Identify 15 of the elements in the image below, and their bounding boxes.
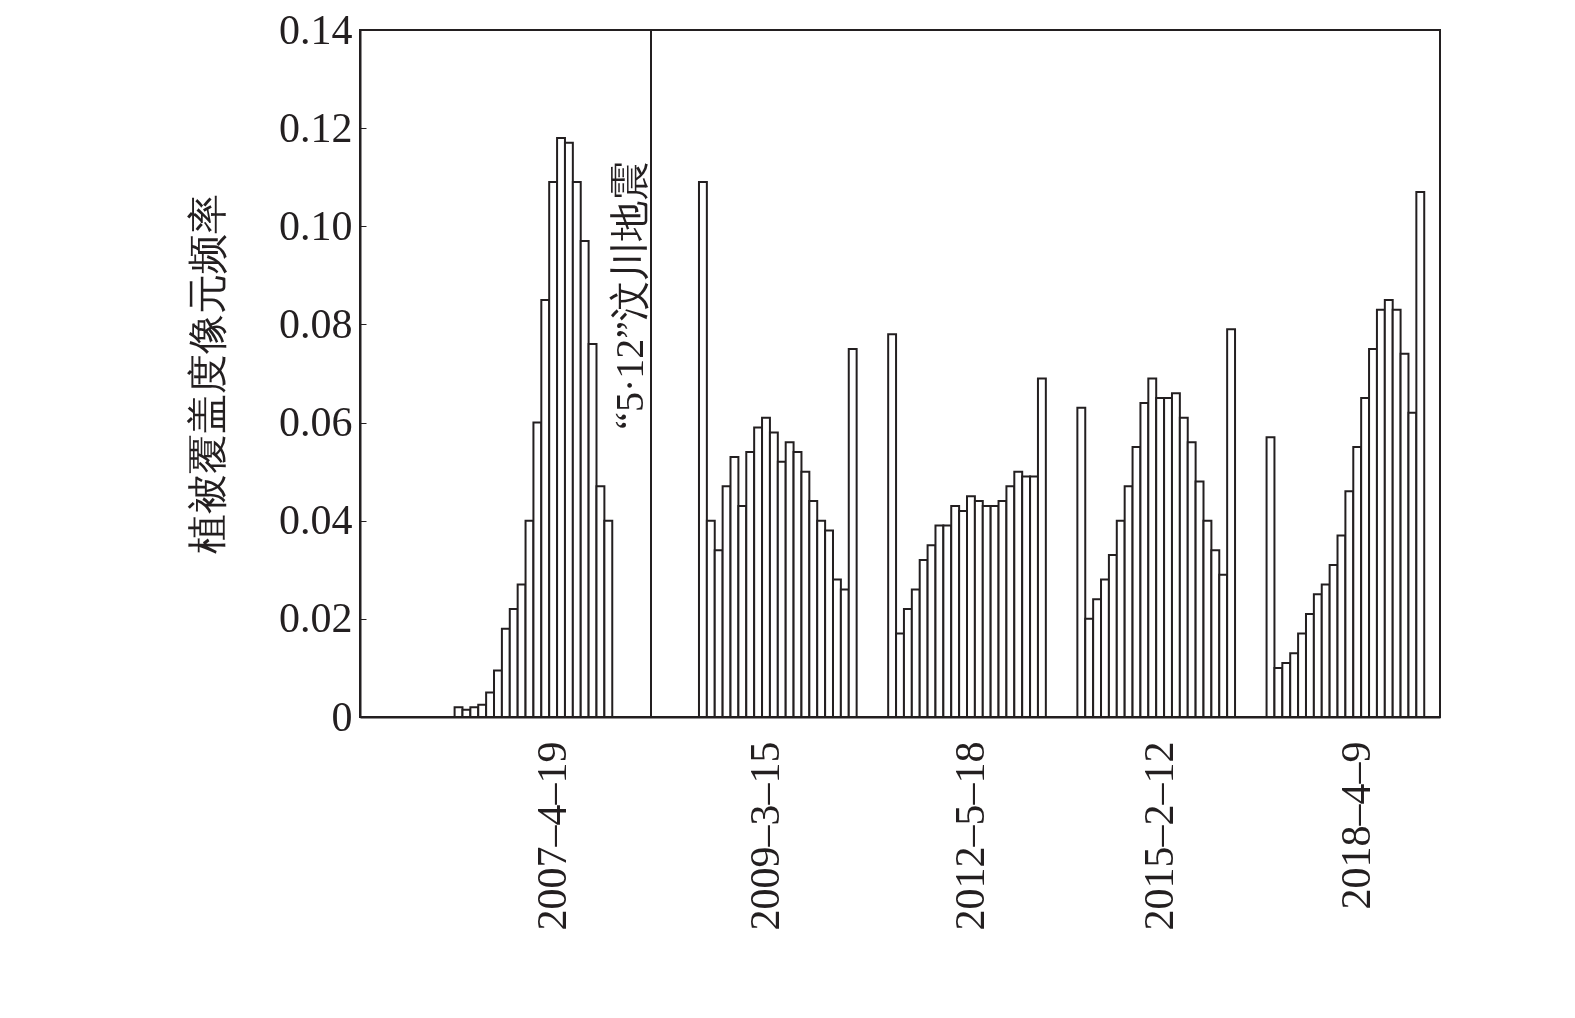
x-tick-label: 2015–2–12 (1136, 741, 1183, 931)
y-tick-label: 0.02 (279, 595, 353, 642)
y-tick-label: 0.06 (279, 399, 353, 446)
x-tick-label: 2012–5–18 (946, 741, 993, 931)
x-tick-label: 2007–4–19 (529, 741, 576, 931)
y-tick-label: 0.08 (279, 300, 353, 347)
x-tick-label: 2009–3–15 (741, 741, 788, 931)
y-tick-label: 0 (331, 693, 353, 740)
y-tick-label: 0.14 (279, 6, 353, 53)
y-tick-label: 0.04 (279, 497, 353, 544)
x-tick-label: 2018–4–9 (1333, 741, 1380, 910)
y-axis-title: 植被覆盖度像元频率 (185, 194, 230, 554)
annotation: “5·12”汶川地震 (607, 161, 652, 430)
y-tick-label: 0.10 (279, 202, 353, 249)
y-tick-label: 0.12 (279, 104, 353, 151)
